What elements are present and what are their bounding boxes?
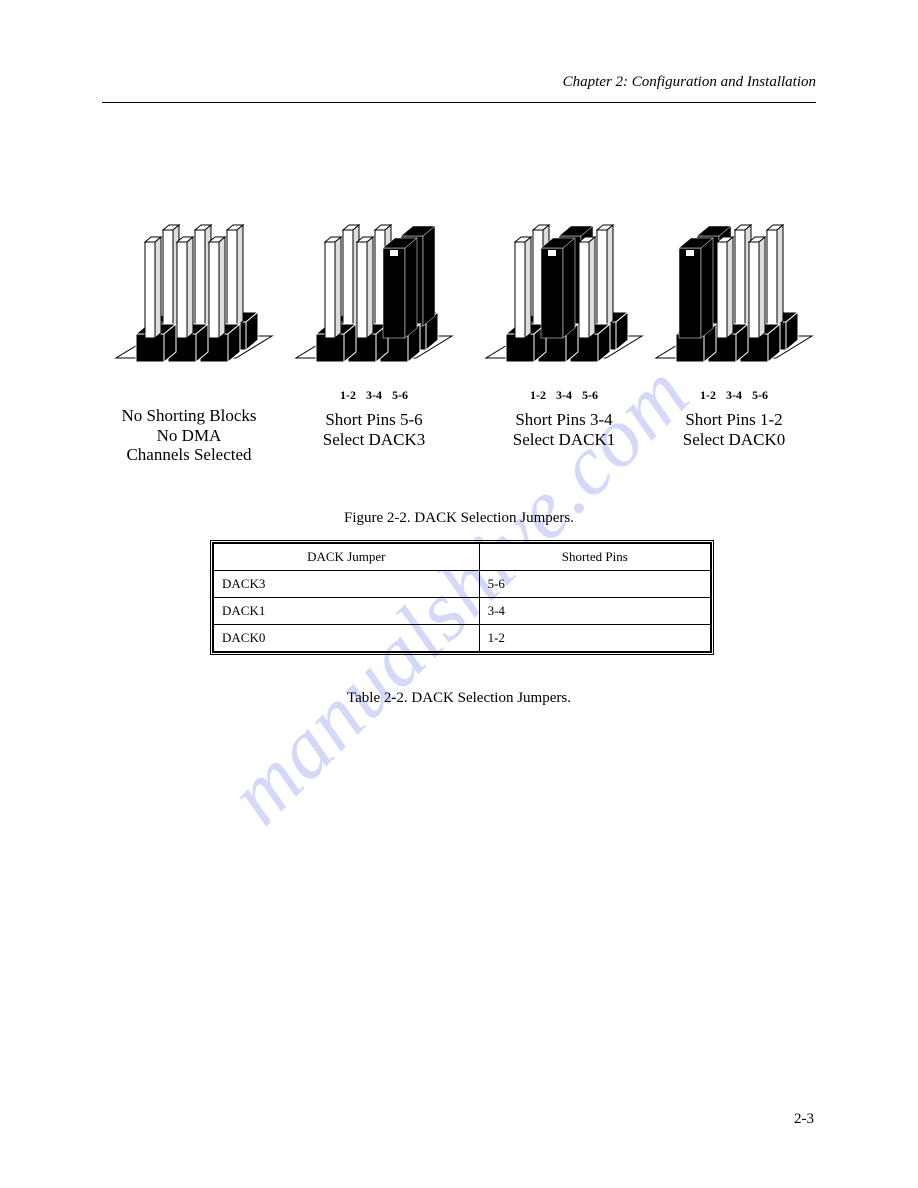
diagram-caption: Short Pins 5-6Select DACK3 (288, 410, 460, 449)
pin-label: 1-2 (700, 388, 716, 403)
table-header: Shorted Pins (479, 544, 710, 571)
pin-label: 5-6 (582, 388, 598, 403)
jumper-diagram (108, 206, 280, 376)
dack-table: DACK Jumper Shorted Pins DACK35-6DACK13-… (210, 540, 714, 655)
pin-label: 1-2 (530, 388, 546, 403)
pin-labels: 1-2 3-4 5-6 (478, 388, 650, 403)
jumper-diagrams: No Shorting BlocksNo DMAChannels Selecte… (108, 206, 812, 480)
table-cell: DACK1 (214, 598, 480, 625)
pin-labels: 1-2 3-4 5-6 (288, 388, 460, 403)
jumper-diagram (288, 206, 460, 376)
table-cell: 3-4 (479, 598, 710, 625)
chapter-title: Chapter 2: Configuration and Installatio… (563, 74, 816, 91)
page-header: Chapter 2: Configuration and Installatio… (102, 74, 816, 124)
pin-label: 3-4 (366, 388, 382, 403)
table-caption: Table 2-2. DACK Selection Jumpers. (0, 690, 918, 707)
jumper-diagram (478, 206, 650, 376)
table-header: DACK Jumper (214, 544, 480, 571)
header-rule (102, 102, 816, 103)
table-cell: 5-6 (479, 571, 710, 598)
diagram-caption: No Shorting BlocksNo DMAChannels Selecte… (96, 406, 282, 465)
page-number: 2-3 (794, 1111, 814, 1128)
pin-label: 3-4 (726, 388, 742, 403)
jumper-diagram (648, 206, 820, 376)
pin-label: 5-6 (752, 388, 768, 403)
table-cell: DACK0 (214, 625, 480, 652)
pin-label: 1-2 (340, 388, 356, 403)
pin-label: 3-4 (556, 388, 572, 403)
pin-labels: 1-2 3-4 5-6 (648, 388, 820, 403)
table-cell: 1-2 (479, 625, 710, 652)
page: manualshive.com Chapter 2: Configuration… (0, 0, 918, 1188)
diagram-caption: Short Pins 3-4Select DACK1 (478, 410, 650, 449)
pin-label: 5-6 (392, 388, 408, 403)
table-cell: DACK3 (214, 571, 480, 598)
diagram-caption: Short Pins 1-2Select DACK0 (648, 410, 820, 449)
figure-caption: Figure 2-2. DACK Selection Jumpers. (0, 510, 918, 527)
